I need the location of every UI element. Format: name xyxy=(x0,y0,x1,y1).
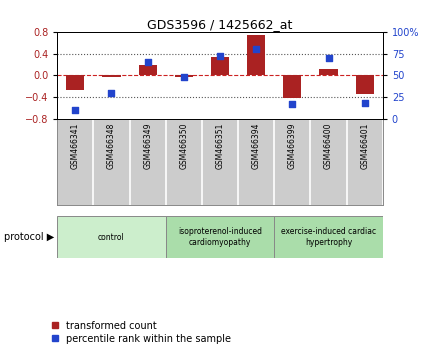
Text: GSM466400: GSM466400 xyxy=(324,123,333,170)
Point xyxy=(144,59,151,65)
Legend: transformed count, percentile rank within the sample: transformed count, percentile rank withi… xyxy=(49,319,233,346)
Bar xyxy=(139,65,157,75)
Bar xyxy=(103,75,121,78)
Bar xyxy=(175,75,193,77)
Text: GSM466399: GSM466399 xyxy=(288,123,297,170)
Text: GSM466401: GSM466401 xyxy=(360,123,369,169)
Point xyxy=(180,74,187,80)
Point xyxy=(361,100,368,106)
Bar xyxy=(356,75,374,94)
Text: GSM466348: GSM466348 xyxy=(107,123,116,169)
Bar xyxy=(247,35,265,75)
Text: exercise-induced cardiac
hypertrophy: exercise-induced cardiac hypertrophy xyxy=(281,228,376,247)
Text: isoproterenol-induced
cardiomyopathy: isoproterenol-induced cardiomyopathy xyxy=(178,228,262,247)
Bar xyxy=(66,75,84,90)
Text: protocol ▶: protocol ▶ xyxy=(4,232,55,242)
Text: GSM466351: GSM466351 xyxy=(216,123,224,169)
Text: GSM466350: GSM466350 xyxy=(180,123,188,170)
Text: control: control xyxy=(98,233,125,242)
Text: GSM466349: GSM466349 xyxy=(143,123,152,170)
Bar xyxy=(319,69,337,75)
Bar xyxy=(274,216,383,258)
Bar xyxy=(166,216,274,258)
Point xyxy=(72,107,79,113)
Point xyxy=(253,46,260,52)
Bar xyxy=(211,57,229,75)
Bar xyxy=(57,216,166,258)
Bar xyxy=(283,75,301,98)
Point xyxy=(216,53,224,59)
Title: GDS3596 / 1425662_at: GDS3596 / 1425662_at xyxy=(147,18,293,31)
Point xyxy=(108,90,115,96)
Text: GSM466341: GSM466341 xyxy=(71,123,80,169)
Text: GSM466394: GSM466394 xyxy=(252,123,260,170)
Point xyxy=(289,101,296,107)
Point xyxy=(325,55,332,61)
